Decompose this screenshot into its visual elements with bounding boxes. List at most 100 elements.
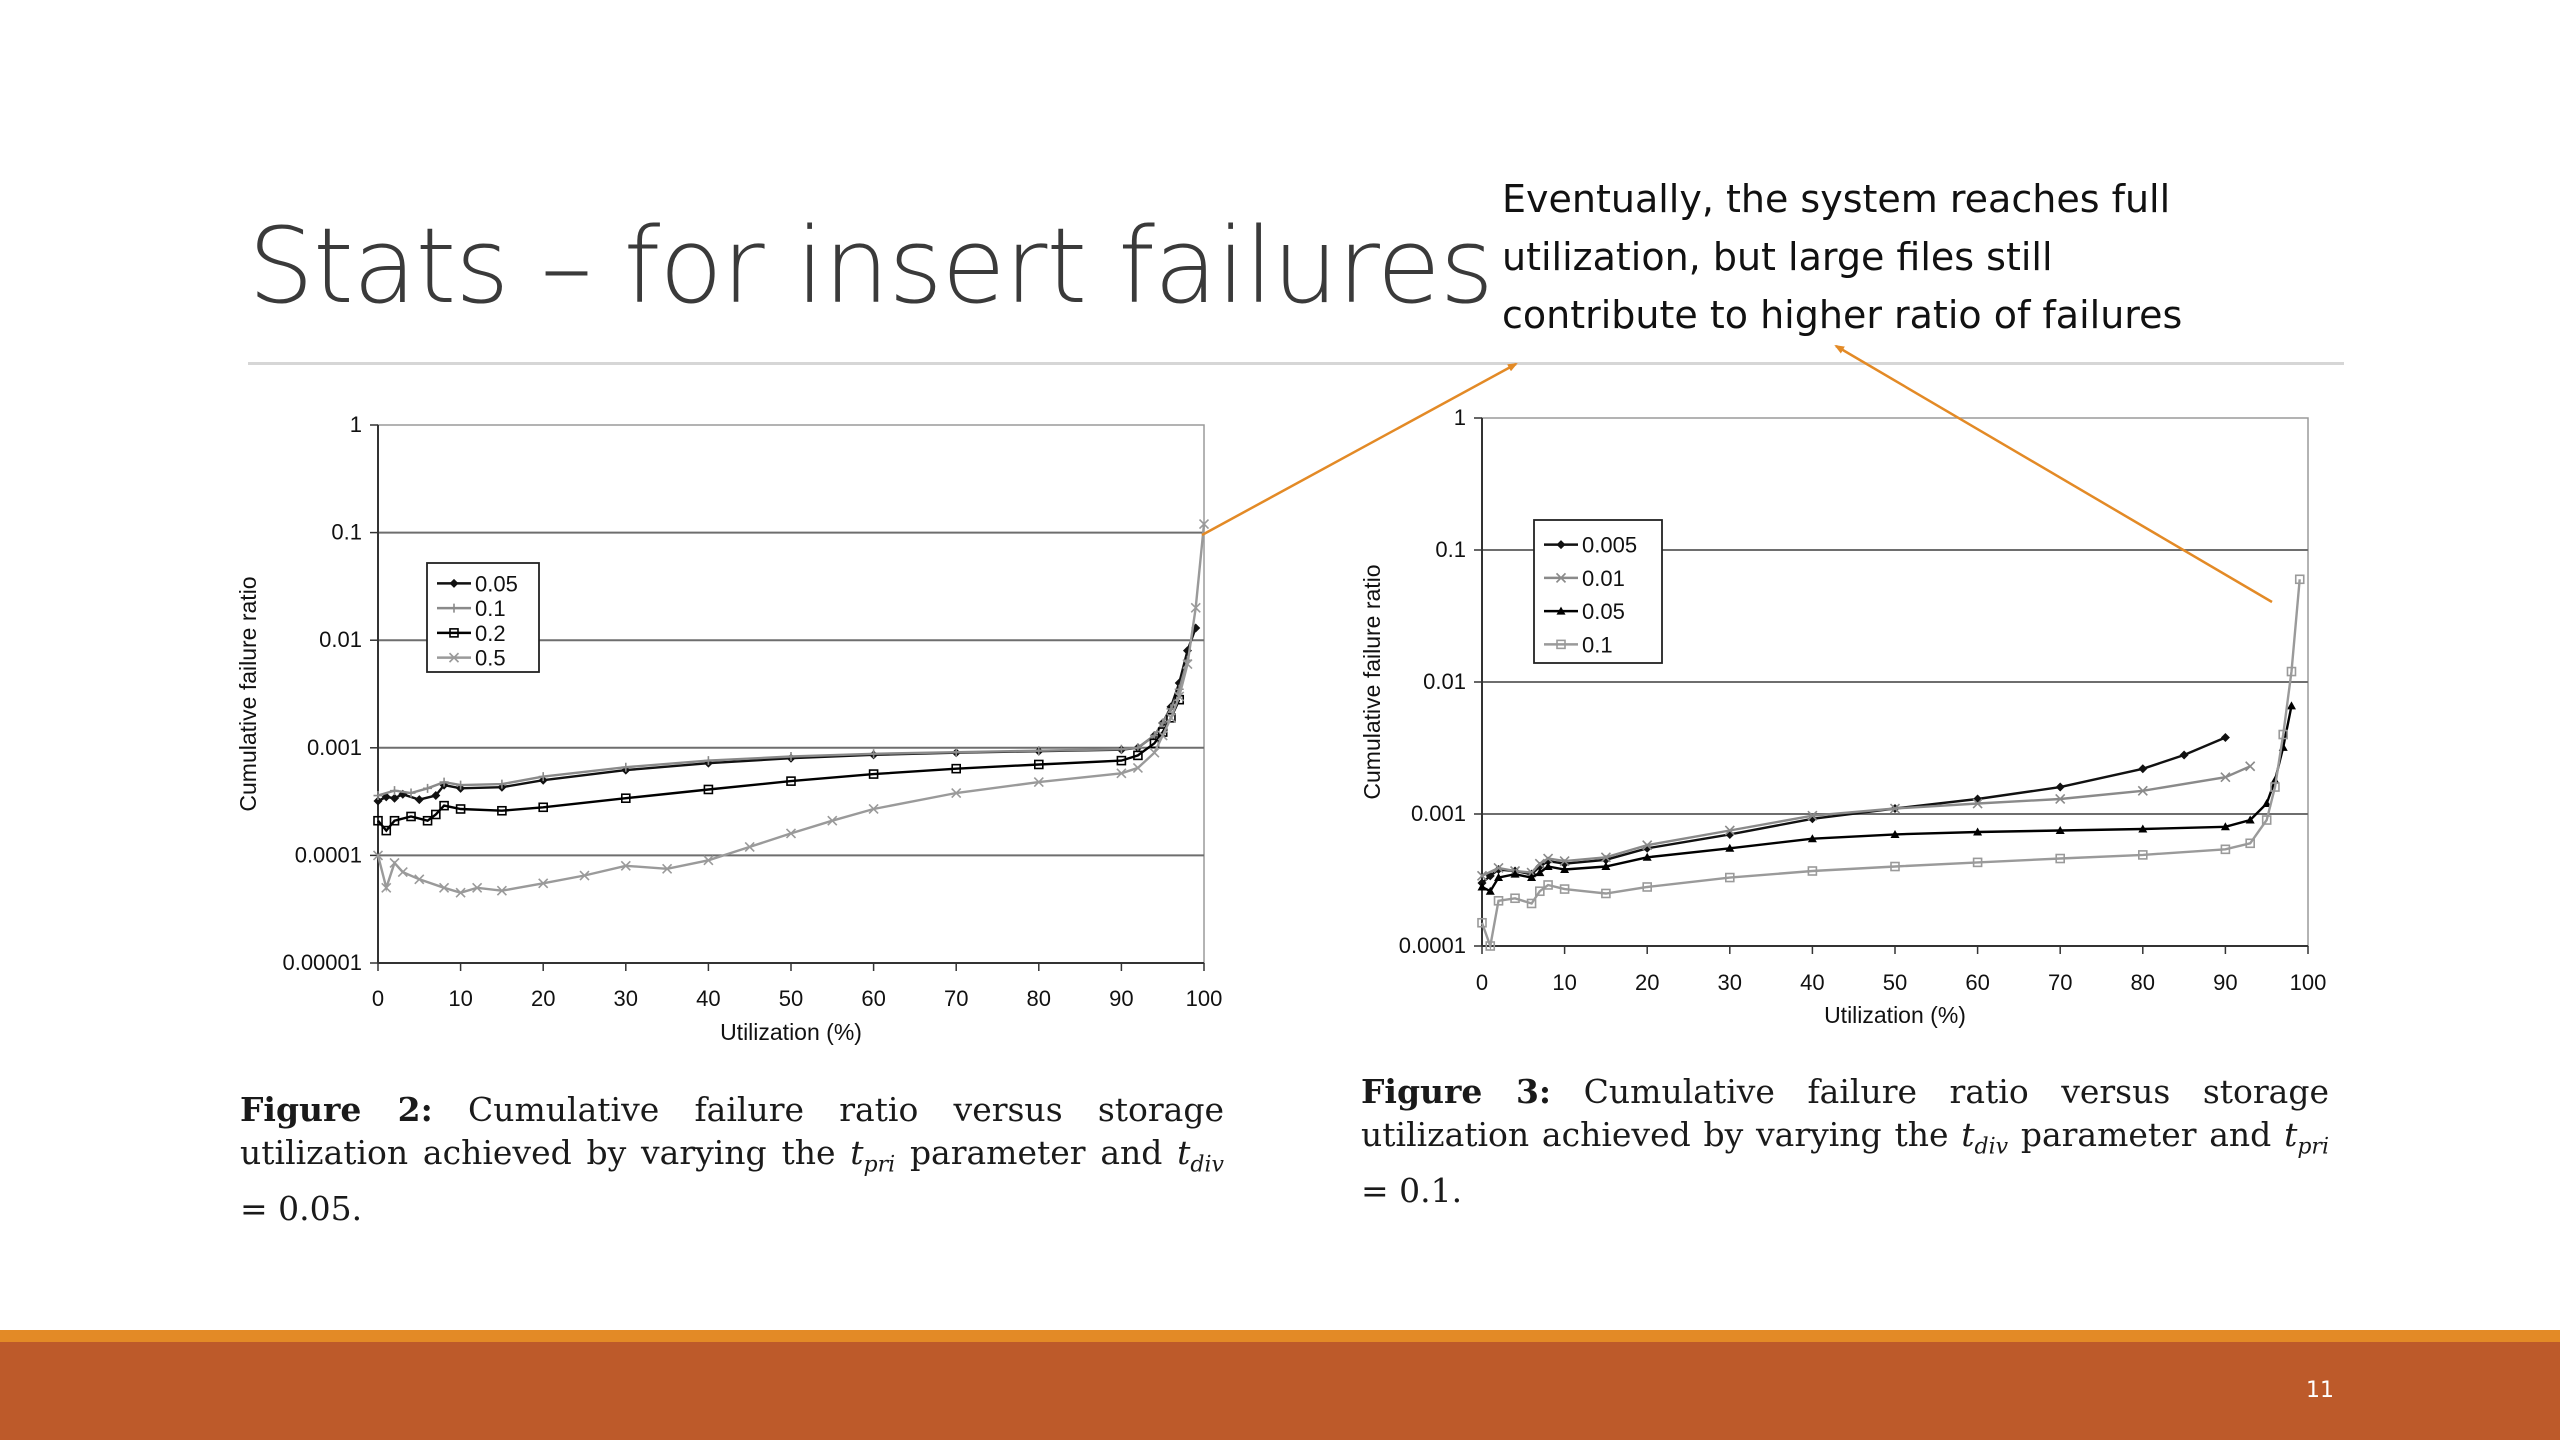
x-axis-label: Utilization (%)	[720, 1019, 862, 1045]
data-point	[703, 756, 713, 766]
data-point	[373, 791, 383, 801]
data-point	[1601, 888, 1611, 899]
data-point	[1190, 602, 1201, 613]
data-point	[1477, 882, 1487, 891]
data-point	[389, 815, 400, 826]
data-point	[414, 795, 424, 805]
figure-3-label: Figure 3:	[1361, 1072, 1552, 1111]
figure-3-text-c: = 0.1.	[1361, 1170, 1463, 1210]
series-0.01	[1476, 761, 2256, 881]
y-tick-label: 0.0001	[295, 842, 362, 867]
data-point	[1543, 862, 1553, 871]
data-point	[1807, 834, 1817, 843]
data-point	[1527, 873, 1537, 882]
series-line	[1481, 705, 2293, 893]
y-axis-label: Cumulative failure ratio	[1359, 564, 1385, 799]
figure-2-var-a-sub: pri	[863, 1152, 896, 1178]
data-point	[2245, 815, 2255, 824]
data-point	[390, 793, 400, 803]
data-point	[1725, 872, 1735, 883]
x-tick-label: 90	[2213, 970, 2237, 995]
data-point	[1116, 755, 1127, 766]
data-point	[2262, 799, 2272, 808]
data-point	[1725, 843, 1735, 852]
figure-3-var-b: t	[2284, 1115, 2298, 1154]
data-point	[786, 752, 796, 762]
data-point	[2137, 785, 2148, 796]
data-point	[1149, 747, 1160, 758]
data-point	[2055, 793, 2066, 805]
data-point	[1198, 519, 1210, 530]
legend-label: 0.005	[1582, 533, 1637, 558]
data-point	[1601, 862, 1611, 871]
figure-3-var-b-sub: pri	[2297, 1134, 2329, 1160]
y-axis-label: Cumulative failure ratio	[235, 576, 261, 811]
data-point	[2138, 764, 2148, 774]
legend: 0.005 0.01 0.05 0.1	[1533, 519, 1663, 664]
x-tick-label: 10	[1552, 970, 1576, 995]
data-point	[1033, 777, 1044, 788]
data-point	[1559, 855, 1570, 867]
legend-box	[426, 562, 540, 673]
figure-2-text-b: parameter and	[909, 1133, 1163, 1172]
data-point	[431, 791, 441, 801]
legend-marker	[1556, 540, 1566, 550]
legend-marker	[449, 603, 459, 613]
data-point	[1485, 886, 1495, 895]
data-point	[381, 825, 392, 836]
x-tick-label: 0	[372, 986, 384, 1011]
x-tick-label: 100	[2290, 970, 2327, 995]
slide-title: Stats – for insert failures	[248, 205, 1494, 327]
x-tick-label: 90	[1109, 986, 1133, 1011]
data-point	[1174, 691, 1185, 702]
legend-marker	[1556, 606, 1566, 615]
figure-3-var-a-sub: div	[1974, 1134, 2009, 1160]
data-point	[951, 787, 962, 799]
figure-2-text-a: Cumulative failure ratio versus storage …	[240, 1090, 1224, 1172]
x-tick-label: 0	[1476, 970, 1488, 995]
figure-3-text-b: parameter and	[2020, 1115, 2272, 1154]
data-point	[1477, 917, 1487, 928]
series-line	[377, 699, 1181, 833]
data-point	[2245, 761, 2256, 772]
data-point	[406, 811, 416, 822]
data-point	[1494, 873, 1504, 882]
callout-arrows	[1201, 344, 2273, 604]
data-point	[1973, 827, 1983, 836]
data-point	[1034, 746, 1044, 756]
legend-marker	[449, 578, 459, 588]
data-point	[431, 809, 441, 820]
title-divider	[248, 362, 2344, 365]
data-point	[2055, 825, 2065, 834]
chart-figure-3: 1 0.1 0.01 0.001 0.0001 0 10 20 30 40 50 60 70 80 90 10…	[1359, 405, 2326, 1028]
series-0.05	[1477, 701, 2296, 895]
legend-label: 0.5	[475, 646, 506, 671]
data-point	[1642, 882, 1652, 892]
data-point	[1972, 857, 1983, 868]
plot-area	[377, 424, 1205, 964]
data-point	[1158, 718, 1168, 728]
data-point	[1034, 759, 1044, 770]
legend-marker	[449, 628, 459, 638]
data-point	[2220, 822, 2230, 831]
data-point	[1157, 730, 1168, 741]
data-point	[579, 870, 590, 881]
legend-label: 0.1	[1582, 632, 1613, 657]
data-point	[1510, 893, 1520, 904]
data-point	[389, 857, 400, 869]
x-tick-label: 20	[531, 986, 555, 1011]
data-point	[827, 815, 838, 826]
data-point	[497, 805, 507, 816]
data-point	[538, 878, 549, 889]
callout-arrow-left	[1201, 362, 1518, 537]
data-point	[785, 828, 797, 839]
data-point	[439, 882, 450, 893]
y-tick-label: 0.01	[1423, 669, 1466, 694]
data-point	[2138, 850, 2148, 860]
legend-marker	[448, 652, 460, 663]
data-point	[1149, 731, 1159, 741]
data-point	[1543, 853, 1554, 864]
page-number: 11	[2306, 1378, 2334, 1403]
data-point	[621, 762, 631, 772]
data-point	[662, 863, 673, 874]
